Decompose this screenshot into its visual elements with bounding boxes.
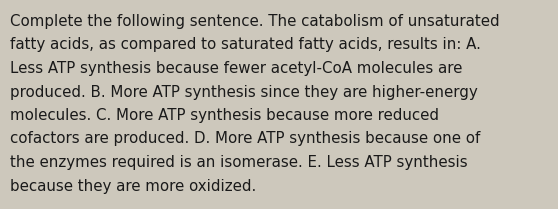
Text: Complete the following sentence. The catabolism of unsaturated: Complete the following sentence. The cat… [10,14,499,29]
Text: cofactors are produced. D. More ATP synthesis because one of: cofactors are produced. D. More ATP synt… [10,131,480,147]
Text: because they are more oxidized.: because they are more oxidized. [10,178,256,194]
Text: Less ATP synthesis because fewer acetyl-CoA molecules are: Less ATP synthesis because fewer acetyl-… [10,61,463,76]
Text: produced. B. More ATP synthesis since they are higher-energy: produced. B. More ATP synthesis since th… [10,84,478,99]
Text: fatty acids, as compared to saturated fatty acids, results in: A.: fatty acids, as compared to saturated fa… [10,37,481,52]
Text: the enzymes required is an isomerase. E. Less ATP synthesis: the enzymes required is an isomerase. E.… [10,155,468,170]
Text: molecules. C. More ATP synthesis because more reduced: molecules. C. More ATP synthesis because… [10,108,439,123]
